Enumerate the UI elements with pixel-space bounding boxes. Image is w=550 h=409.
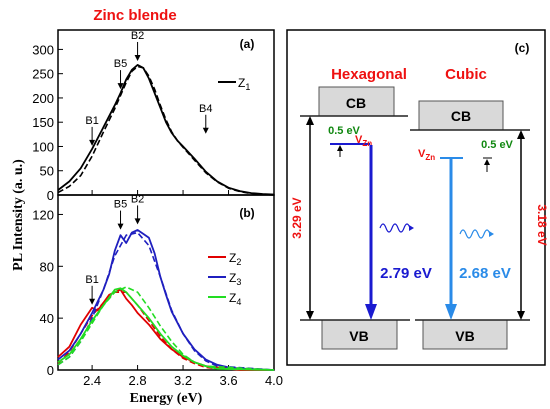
annotation-label-b5: B5 <box>114 58 127 70</box>
annotation-arrowhead-b2 <box>134 54 141 61</box>
diagram-panel-label: (c) <box>515 41 530 55</box>
legend-label-z4: Z4 <box>229 291 241 307</box>
panel-b-series <box>57 229 275 371</box>
legend-label-z3: Z3 <box>229 271 241 287</box>
panel-a-frame <box>57 29 275 196</box>
panel-b-x-ticks: 2.4 2.8 3.2 3.6 4.0 <box>83 365 283 388</box>
cubic-trap-depth-arrow <box>483 157 492 172</box>
panel-a-series <box>57 64 275 196</box>
annotation-label-b1: B1 <box>85 274 98 286</box>
annotation-arrowhead-b5 <box>117 223 124 230</box>
y-tick-label: 40 <box>40 311 54 326</box>
x-tick-label: 2.4 <box>83 373 101 388</box>
hex-vzn-main: V <box>355 134 363 146</box>
annotation-arrowhead-b2 <box>134 218 141 225</box>
cubic-vzn-main: V <box>418 148 426 160</box>
y-tick-label: 120 <box>32 207 54 222</box>
y-tick-label: 0 <box>47 188 54 203</box>
hex-vzn-sub: Zn <box>362 139 372 148</box>
x-tick-label: 3.2 <box>174 373 192 388</box>
cubic-vzn-sub: Zn <box>425 153 435 162</box>
annotation-label-b2: B2 <box>131 30 144 42</box>
annotation-arrowhead-b4 <box>202 127 209 134</box>
cubic-gap-label: 3.18 eV <box>535 204 549 245</box>
panel-a-y-ticks: 0 50 100 150 200 250 300 <box>32 42 63 203</box>
x-tick-label: 3.6 <box>219 373 237 388</box>
panel-b-label: (b) <box>239 206 254 220</box>
cubic-title: Cubic <box>445 66 487 83</box>
legend-label-z1: Z1 <box>238 76 250 92</box>
y-tick-label: 150 <box>32 115 54 130</box>
annotation-arrowhead-b1 <box>89 298 96 305</box>
figure-title: Zinc blende <box>93 7 176 24</box>
legend-sub-z3: 3 <box>236 277 241 287</box>
cubic-vb-label: VB <box>455 328 474 344</box>
hex-emission-arrow <box>365 145 377 320</box>
y-tick-label: 300 <box>32 42 54 57</box>
annotation-label-b2: B2 <box>131 193 144 205</box>
annotation-label-b4: B4 <box>199 103 212 115</box>
hex-trap-depth-arrow <box>336 143 345 157</box>
panel-b: 0 40 80 120 2.4 2.8 3.2 3.6 4.0 B1 B5 B2 (b) Z2 Z… <box>32 193 283 388</box>
hex-trap-energy: 0.5 eV <box>328 125 360 137</box>
hexagonal-title: Hexagonal <box>331 66 407 83</box>
annotation-arrowhead-b5 <box>117 83 124 90</box>
x-tick-label: 4.0 <box>265 373 283 388</box>
annotation-label-b1: B1 <box>85 115 98 127</box>
cubic-trap-energy: 0.5 eV <box>481 139 513 151</box>
panel-b-legend: Z2 Z3 Z4 <box>208 251 241 307</box>
series-line-z4-fit <box>57 286 275 371</box>
y-tick-label: 100 <box>32 139 54 154</box>
diagram-frame <box>286 29 546 366</box>
hex-cb-label: CB <box>346 95 366 111</box>
y-tick-label: 250 <box>32 67 54 82</box>
hex-vb-label: VB <box>349 328 368 344</box>
panel-b-frame <box>57 194 275 371</box>
panel-a-label: (a) <box>240 37 255 51</box>
series-line-z2-fit <box>57 291 275 371</box>
panel-a: 0 50 100 150 200 250 300 B1 B5 B2 B4 (a) Z1 <box>32 29 275 203</box>
hex-photon-arrow-icon <box>409 225 414 231</box>
series-line-z2 <box>57 288 274 371</box>
cubic-cb-label: CB <box>451 108 471 124</box>
x-axis-label: Energy (eV) <box>130 391 203 406</box>
band-diagram: (c) Hexagonal Cubic CB CB VB VB 3.29 eV <box>286 29 549 366</box>
legend-sub-z4: 4 <box>236 297 241 307</box>
x-tick-label: 2.8 <box>129 373 147 388</box>
y-tick-label: 80 <box>40 259 54 274</box>
series-line-fit <box>57 65 275 196</box>
annotation-arrowhead-b1 <box>89 139 96 146</box>
hex-emission-label: 2.79 eV <box>380 265 432 282</box>
panel-a-annotations: B1 B5 B2 B4 <box>85 30 213 146</box>
hex-gap-arrow <box>306 116 314 320</box>
y-tick-label: 50 <box>40 164 54 179</box>
hex-vzn-label: VZn <box>355 134 372 148</box>
cubic-emission-arrow <box>445 159 457 320</box>
y-tick-label: 200 <box>32 91 54 106</box>
y-axis-label: PL Intensity (a. u.) <box>11 159 26 271</box>
hex-gap-label: 3.29 eV <box>290 197 304 238</box>
panel-b-y-ticks: 0 40 80 120 <box>32 207 63 378</box>
hex-photon-wave-icon <box>379 223 411 233</box>
cubic-emission-label: 2.68 eV <box>459 265 511 282</box>
y-tick-label: 0 <box>47 363 54 378</box>
panel-a-legend: Z1 <box>218 76 250 92</box>
cubic-photon-wave-icon <box>459 229 491 239</box>
legend-sub-z1: 1 <box>245 82 250 92</box>
hex-valence-band <box>321 319 398 350</box>
cubic-gap-arrow <box>517 130 525 320</box>
annotation-label-b5: B5 <box>114 199 127 211</box>
legend-sub-z2: 2 <box>236 257 241 267</box>
legend-label-z2: Z2 <box>229 251 241 267</box>
cubic-conduction-band <box>418 100 504 131</box>
panel-b-annotations: B1 B5 B2 <box>85 193 144 305</box>
cubic-photon-arrow-icon <box>489 231 494 237</box>
cubic-vzn-label: VZn <box>418 148 435 162</box>
